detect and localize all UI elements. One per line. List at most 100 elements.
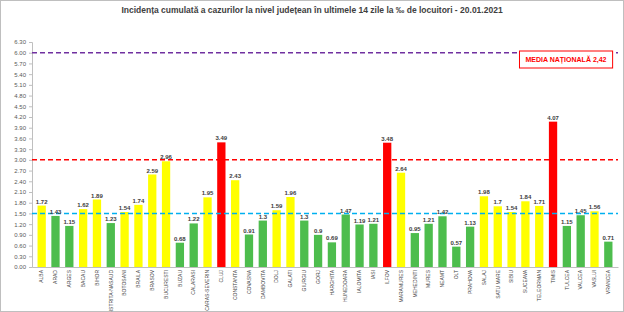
x-tick-label: MEHEDINTI [412,270,418,298]
data-label: 0.9 [314,228,323,234]
x-tick-label: HUNEDOARA [342,269,348,302]
data-label: 2.43 [229,173,241,179]
y-tick: 1.20 [14,222,32,228]
y-tick-mark [29,85,32,86]
x-tick-label: DOLJ [273,270,279,283]
bar [604,242,612,267]
x-tick-label: MARAMURES [398,269,404,302]
y-tick: 2.40 [14,179,32,185]
bar [425,224,433,267]
y-tick-label: 1.80 [14,200,26,206]
x-tick-label: GORJ [315,270,321,284]
x-axis-line [33,267,619,268]
y-tick-label: 3.60 [14,136,26,142]
bar [51,216,59,267]
bar [452,247,460,267]
data-label: 0.69 [326,235,338,241]
x-tick: BOTOSANI [121,267,127,296]
bar [314,235,322,267]
x-tick-label: SALAJ [481,270,487,286]
x-tick: VRANCEA [605,267,611,294]
x-tick: GIURGIU [301,267,307,291]
y-tick-label: 4.50 [14,104,26,110]
bar [563,226,571,267]
x-tick-label: IALOMITA [356,269,362,293]
x-tick-label: GALATI [287,270,293,287]
y-tick-mark [29,149,32,150]
data-label: 1.59 [271,203,283,209]
x-tick: IALOMITA [356,267,362,293]
y-tick-mark [29,63,32,64]
annotation-box [519,51,612,68]
x-tick: COVASNA [246,267,252,294]
x-tick: DAMBOVITA [260,267,266,299]
y-tick-label: 1.50 [14,211,26,217]
y-tick-label: 4.20 [14,114,26,120]
bar [438,216,446,267]
bar [38,206,46,267]
x-tick-label: SIBIU [508,270,514,283]
data-label: 1.3 [259,214,268,220]
bar [79,209,87,267]
y-tick: 5.40 [14,72,32,78]
x-tick: TELEORMAN [536,267,542,301]
y-axis-line [29,43,33,268]
y-tick-mark [29,213,32,214]
data-label: 1.23 [105,216,117,222]
y-tick-label: 5.40 [14,72,26,78]
y-tick: 5.10 [14,82,32,88]
data-label: 0.95 [409,226,421,232]
x-tick-label: BRASOV [149,269,155,291]
y-tick: 5.70 [14,61,32,67]
data-label: 1.21 [368,217,380,223]
y-tick-label: 5.70 [14,61,26,67]
data-label: 1.21 [423,217,435,223]
x-tick: BUCURESTI [163,267,169,299]
y-tick: 3.90 [14,125,32,131]
data-label: 1.54 [506,205,518,211]
x-tick-label: TULCEA [564,269,570,289]
data-label: 3.49 [216,135,228,141]
bar [231,180,239,267]
data-label: 3.48 [381,136,393,142]
x-tick-label: COVASNA [246,269,252,294]
x-tick: VALCEA [577,267,583,289]
y-tick-mark [29,256,32,257]
bar [245,235,253,268]
y-tick-label: 0.60 [14,243,26,249]
annotation: MEDIA NAȚIONALĂ 2,42 [519,51,612,68]
data-label: 1.3 [300,214,309,220]
x-tick-label: ARAD [52,270,58,284]
bar [535,206,543,267]
bar [300,221,308,267]
x-tick-label: BIHOR [94,270,100,286]
data-label: 1.74 [133,198,145,204]
y-tick: 6.30 [14,39,32,45]
data-label: 0.57 [450,240,462,246]
y-tick-mark [29,181,32,182]
data-label: 1.47 [340,208,352,214]
bar [494,206,502,267]
y-tick-mark [29,128,32,129]
x-tick-label: ARGES [66,269,72,287]
data-label: 4.07 [547,115,559,121]
data-label: 2.64 [395,166,407,172]
x-tick-label: TIMIS [550,269,556,283]
bar [383,143,391,267]
x-tick: BACAU [80,267,86,287]
data-label: 1.15 [63,219,75,225]
bar [480,196,488,267]
title: Incidența cumulată a cazurilor la nivel … [121,5,502,15]
y-tick-mark [29,106,32,107]
x-tick-label: VALCEA [577,269,583,289]
y-tick: 3.60 [14,136,32,142]
x-tick-label: PRAHOVA [467,269,473,294]
bar [521,201,529,267]
x-tick: CALARASI [190,267,196,295]
data-label: 1.45 [575,208,587,214]
bar [590,211,598,267]
x-tick-label: BACAU [80,270,86,288]
y-tick-mark [29,203,32,204]
x-tick: HUNEDOARA [342,267,348,302]
x-tick: BUZAU [177,267,183,287]
